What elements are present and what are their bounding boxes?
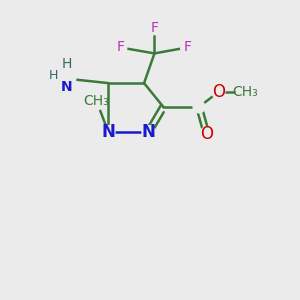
Text: F: F	[183, 40, 191, 55]
Circle shape	[193, 101, 205, 113]
Circle shape	[88, 92, 105, 110]
Text: H: H	[61, 57, 72, 71]
Text: F: F	[116, 40, 124, 55]
Text: O: O	[212, 83, 225, 101]
Text: N: N	[61, 80, 73, 94]
Circle shape	[142, 126, 155, 139]
Circle shape	[102, 126, 115, 139]
Text: CH₃: CH₃	[232, 85, 258, 99]
Text: O: O	[200, 125, 213, 143]
Circle shape	[200, 127, 213, 140]
Circle shape	[212, 85, 225, 99]
Text: H: H	[49, 69, 58, 82]
Circle shape	[58, 70, 76, 88]
Circle shape	[181, 41, 194, 54]
Circle shape	[148, 22, 161, 35]
Circle shape	[236, 83, 254, 101]
Text: CH₃: CH₃	[84, 94, 110, 108]
Text: N: N	[142, 123, 155, 141]
Text: N: N	[101, 123, 115, 141]
Circle shape	[114, 41, 127, 54]
Text: F: F	[151, 21, 158, 35]
